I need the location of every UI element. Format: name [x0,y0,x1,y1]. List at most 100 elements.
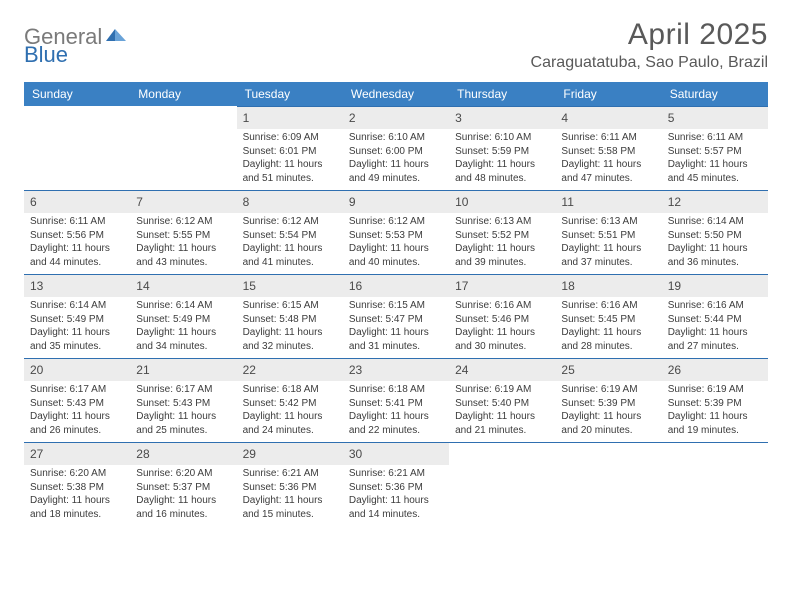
day-cell-24: 24Sunrise: 6:19 AMSunset: 5:40 PMDayligh… [449,358,555,442]
daynum-row: 7 [130,190,236,213]
weekday-saturday: Saturday [662,82,768,106]
sun-info: Sunrise: 6:12 AMSunset: 5:53 PMDaylight:… [343,213,449,273]
month-title: April 2025 [531,18,768,52]
logo-text-blue: Blue [24,42,68,67]
week-row: 27Sunrise: 6:20 AMSunset: 5:38 PMDayligh… [24,442,768,526]
header: General April 2025 Caraguatatuba, Sao Pa… [24,18,768,72]
sun-info: Sunrise: 6:11 AMSunset: 5:58 PMDaylight:… [555,129,661,189]
day-number: 4 [561,111,568,125]
week-row: 13 Sunrise: 6:14 AMSunset: 5:49 PMDayligh… [24,274,768,358]
day-cell-5: 5Sunrise: 6:11 AMSunset: 5:57 PMDaylight… [662,106,768,190]
daynum-row: 17 [449,274,555,297]
daynum-row: 15 [237,274,343,297]
sun-info: Sunrise: 6:10 AMSunset: 6:00 PMDaylight:… [343,129,449,189]
day-number: 28 [136,447,149,461]
title-block: April 2025 Caraguatatuba, Sao Paulo, Bra… [531,18,768,72]
day-cell-16: 16 Sunrise: 6:15 AMSunset: 5:47 PMDayligh… [343,274,449,358]
daynum-row: 26 [662,358,768,381]
sun-info: Sunrise: 6:21 AMSunset: 5:36 PMDaylight:… [343,465,449,525]
daynum-row: 16 [343,274,449,297]
day-number: 23 [349,363,362,377]
empty-cell [662,442,768,526]
day-number: 10 [455,195,468,209]
daynum-row: 21 [130,358,236,381]
sun-info: Sunrise: 6:19 AMSunset: 5:40 PMDaylight:… [449,381,555,441]
calendar-body: 1Sunrise: 6:09 AMSunset: 6:01 PMDaylight… [24,106,768,526]
day-number: 22 [243,363,256,377]
day-cell-2: 2 Sunrise: 6:10 AMSunset: 6:00 PMDaylight… [343,106,449,190]
day-number: 21 [136,363,149,377]
week-row: 1Sunrise: 6:09 AMSunset: 6:01 PMDaylight… [24,106,768,190]
day-number: 16 [349,279,362,293]
daynum-row: 22 [237,358,343,381]
day-cell-25: 25Sunrise: 6:19 AMSunset: 5:39 PMDayligh… [555,358,661,442]
location: Caraguatatuba, Sao Paulo, Brazil [531,54,768,72]
day-cell-19: 19 Sunrise: 6:16 AMSunset: 5:44 PMDayligh… [662,274,768,358]
weekday-sunday: Sunday [24,82,130,106]
weekday-friday: Friday [555,82,661,106]
day-cell-11: 11Sunrise: 6:13 AMSunset: 5:51 PMDayligh… [555,190,661,274]
sun-info: Sunrise: 6:12 AMSunset: 5:55 PMDaylight:… [130,213,236,273]
empty-cell [24,106,130,190]
day-number: 17 [455,279,468,293]
day-number: 14 [136,279,149,293]
weekday-wednesday: Wednesday [343,82,449,106]
day-cell-23: 23Sunrise: 6:18 AMSunset: 5:41 PMDayligh… [343,358,449,442]
day-number: 9 [349,195,356,209]
daynum-row: 25 [555,358,661,381]
daynum-row: 12 [662,190,768,213]
sun-info: Sunrise: 6:19 AMSunset: 5:39 PMDaylight:… [662,381,768,441]
day-number: 3 [455,111,462,125]
day-cell-20: 20Sunrise: 6:17 AMSunset: 5:43 PMDayligh… [24,358,130,442]
daynum-row: 19 [662,274,768,297]
day-cell-7: 7Sunrise: 6:12 AMSunset: 5:55 PMDaylight… [130,190,236,274]
sun-info: Sunrise: 6:12 AMSunset: 5:54 PMDaylight:… [237,213,343,273]
day-number: 18 [561,279,574,293]
sun-info: Sunrise: 6:11 AMSunset: 5:56 PMDaylight:… [24,213,130,273]
day-number: 12 [668,195,681,209]
day-number: 2 [349,111,356,125]
day-cell-3: 3 Sunrise: 6:10 AMSunset: 5:59 PMDaylight… [449,106,555,190]
sun-info: Sunrise: 6:15 AMSunset: 5:47 PMDaylight:… [343,297,449,357]
day-cell-4: 4 Sunrise: 6:11 AMSunset: 5:58 PMDaylight… [555,106,661,190]
daynum-row: 1 [237,106,343,129]
sun-info: Sunrise: 6:14 AMSunset: 5:49 PMDaylight:… [24,297,130,357]
calendar-table: SundayMondayTuesdayWednesdayThursdayFrid… [24,82,768,526]
day-number: 27 [30,447,43,461]
weekday-tuesday: Tuesday [237,82,343,106]
daynum-row: 13 [24,274,130,297]
day-number: 15 [243,279,256,293]
sun-info: Sunrise: 6:21 AMSunset: 5:36 PMDaylight:… [237,465,343,525]
day-cell-17: 17Sunrise: 6:16 AMSunset: 5:46 PMDayligh… [449,274,555,358]
daynum-row: 29 [237,442,343,465]
day-number: 30 [349,447,362,461]
day-cell-27: 27Sunrise: 6:20 AMSunset: 5:38 PMDayligh… [24,442,130,526]
daynum-row: 23 [343,358,449,381]
sun-info: Sunrise: 6:16 AMSunset: 5:44 PMDaylight:… [662,297,768,357]
daynum-row: 24 [449,358,555,381]
daynum-row: 8 [237,190,343,213]
day-cell-10: 10 Sunrise: 6:13 AMSunset: 5:52 PMDayligh… [449,190,555,274]
daynum-row: 2 [343,106,449,129]
sun-info: Sunrise: 6:11 AMSunset: 5:57 PMDaylight:… [662,129,768,189]
day-number: 19 [668,279,681,293]
day-number: 1 [243,111,250,125]
day-cell-6: 6 Sunrise: 6:11 AMSunset: 5:56 PMDaylight… [24,190,130,274]
day-number: 6 [30,195,37,209]
day-cell-29: 29 Sunrise: 6:21 AMSunset: 5:36 PMDayligh… [237,442,343,526]
weekday-thursday: Thursday [449,82,555,106]
daynum-row: 3 [449,106,555,129]
week-row: 6 Sunrise: 6:11 AMSunset: 5:56 PMDaylight… [24,190,768,274]
daynum-row: 6 [24,190,130,213]
sun-info: Sunrise: 6:10 AMSunset: 5:59 PMDaylight:… [449,129,555,189]
day-number: 29 [243,447,256,461]
daynum-row: 28 [130,442,236,465]
sun-info: Sunrise: 6:16 AMSunset: 5:45 PMDaylight:… [555,297,661,357]
sun-info: Sunrise: 6:13 AMSunset: 5:51 PMDaylight:… [555,213,661,273]
daynum-row: 30 [343,442,449,465]
sun-info: Sunrise: 6:18 AMSunset: 5:42 PMDaylight:… [237,381,343,441]
day-cell-9: 9 Sunrise: 6:12 AMSunset: 5:53 PMDaylight… [343,190,449,274]
sun-info: Sunrise: 6:13 AMSunset: 5:52 PMDaylight:… [449,213,555,273]
day-number: 13 [30,279,43,293]
day-number: 26 [668,363,681,377]
